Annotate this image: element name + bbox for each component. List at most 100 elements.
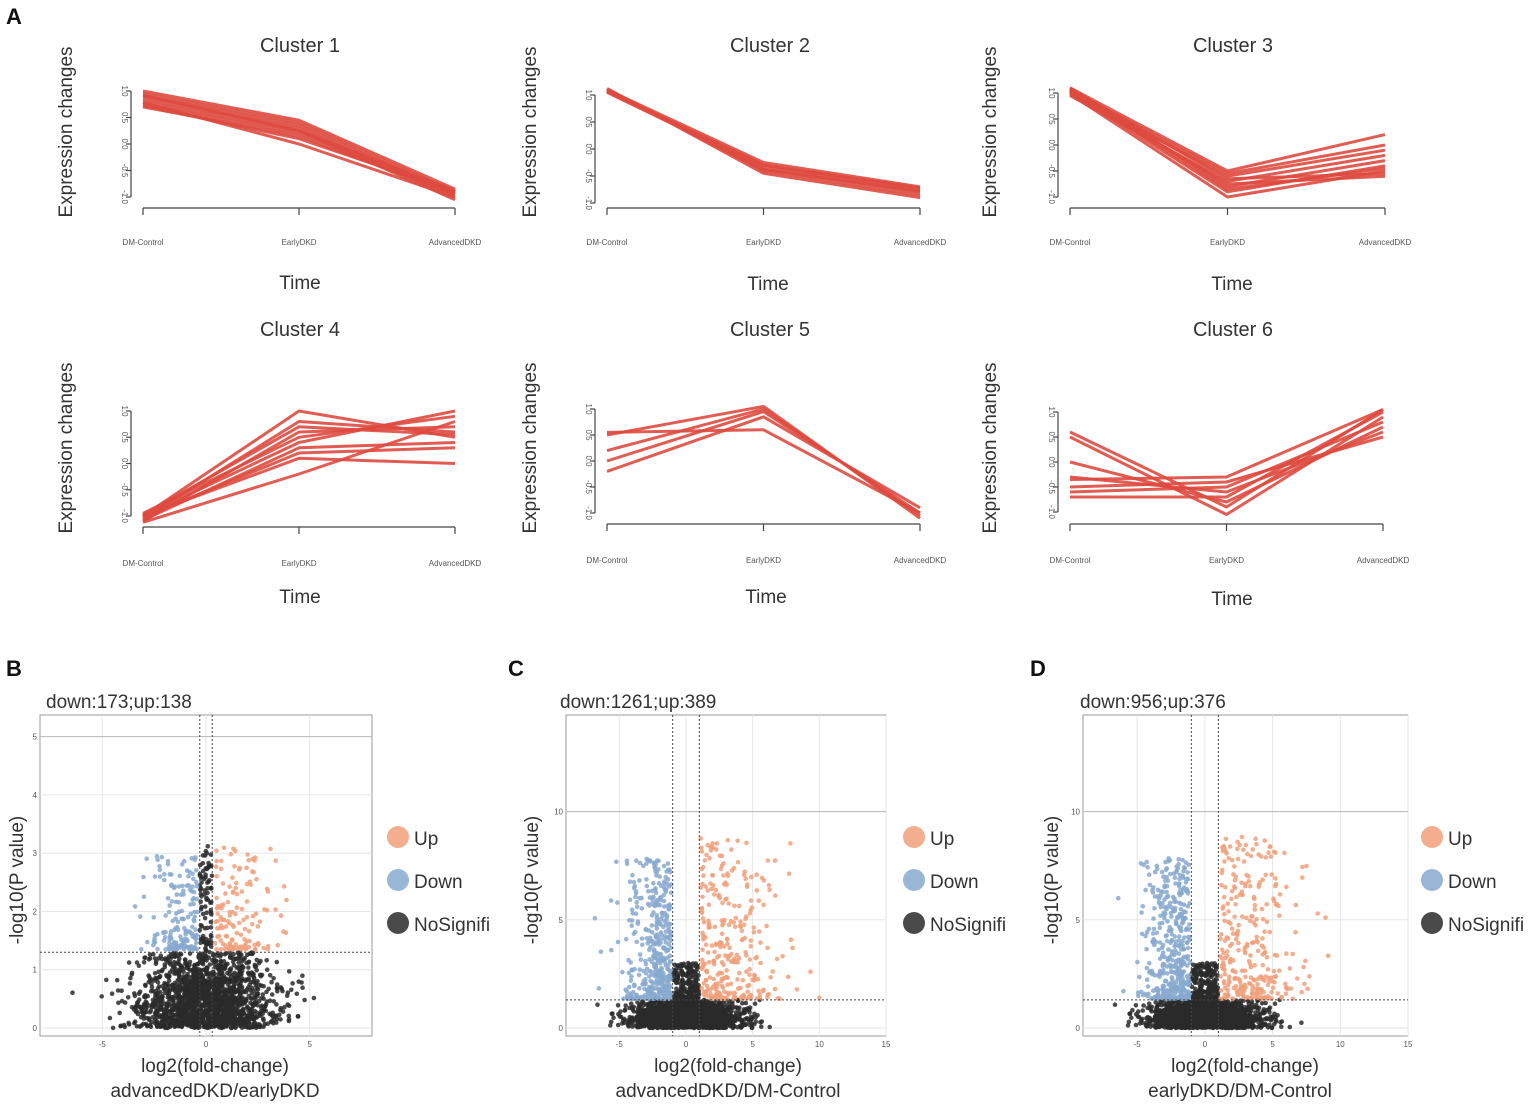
up-point <box>706 902 712 907</box>
up-point <box>709 996 714 1002</box>
up-point <box>213 864 219 869</box>
up-point <box>264 886 270 892</box>
up-point <box>250 913 256 919</box>
down-point <box>615 939 621 945</box>
down-point <box>646 938 652 944</box>
ns-point <box>165 991 170 996</box>
ns-point <box>167 970 173 975</box>
up-point <box>745 989 750 995</box>
ns-point <box>208 1017 214 1022</box>
ns-point <box>191 970 196 976</box>
y-axis-label: Expression changes <box>980 362 1001 533</box>
down-point <box>666 927 671 933</box>
down-point <box>640 942 645 948</box>
up-point <box>239 906 245 912</box>
down-point <box>186 873 191 879</box>
down-point <box>652 903 658 909</box>
up-point <box>219 858 224 864</box>
ns-point <box>150 1014 156 1020</box>
ns-point <box>703 1011 709 1017</box>
up-point <box>724 937 730 942</box>
up-point <box>753 955 758 961</box>
ns-point <box>192 1021 198 1026</box>
ns-point <box>160 1020 165 1025</box>
ns-point <box>178 964 184 970</box>
ns-point <box>653 1023 658 1029</box>
down-point <box>615 900 620 905</box>
series-line <box>1069 415 1384 516</box>
ns-point <box>711 1024 717 1030</box>
up-point <box>227 920 232 926</box>
ns-point <box>176 1008 181 1013</box>
down-point <box>639 936 645 941</box>
chart-title: Cluster 1 <box>260 35 340 57</box>
up-point <box>732 995 738 1000</box>
down-point <box>661 863 667 869</box>
up-point <box>221 845 227 851</box>
up-point <box>248 882 253 887</box>
ns-point <box>637 1017 643 1022</box>
down-point <box>667 984 672 990</box>
ns-point <box>225 961 230 967</box>
ns-point <box>684 1018 690 1023</box>
up-point <box>744 914 749 919</box>
ns-point <box>143 1009 149 1015</box>
up-point <box>255 940 261 946</box>
down-point <box>651 949 657 954</box>
ns-point <box>681 1008 687 1014</box>
series-line <box>606 415 921 510</box>
down-point <box>646 928 652 933</box>
down-point <box>644 877 649 882</box>
series-line <box>1069 86 1386 173</box>
up-point <box>720 900 725 906</box>
ns-point <box>204 850 210 856</box>
ns-point <box>199 904 204 910</box>
up-point <box>720 985 726 990</box>
up-point <box>218 947 224 952</box>
y-tick-label: -0.5 <box>1047 480 1056 494</box>
ns-point <box>180 1008 185 1014</box>
ns-point <box>218 1004 223 1010</box>
ns-point <box>142 955 148 960</box>
ns-point <box>692 1003 697 1009</box>
down-point <box>154 854 160 859</box>
y-tick-label: 0.0 <box>1047 139 1056 151</box>
ns-point <box>203 874 208 880</box>
down-point <box>657 903 662 908</box>
ns-point <box>271 976 276 981</box>
up-point <box>721 882 727 887</box>
ns-point <box>143 982 148 988</box>
y-tick-label: -1.0 <box>120 509 129 523</box>
down-point <box>651 880 656 886</box>
y-tick-label: -0.5 <box>584 169 593 183</box>
up-point <box>214 947 219 952</box>
ns-point <box>207 980 212 986</box>
ns-point <box>250 971 256 977</box>
ns-point <box>219 977 224 983</box>
ns-point <box>205 925 210 931</box>
ns-point <box>248 1007 253 1012</box>
x-tick-label: 0 <box>204 1040 209 1049</box>
down-point <box>666 904 672 910</box>
ns-point <box>171 986 177 991</box>
down-point <box>152 874 158 879</box>
series-line <box>142 425 456 517</box>
up-point <box>222 946 228 952</box>
up-point <box>261 945 267 951</box>
y-tick-label: 0.5 <box>1047 431 1056 443</box>
ns-point <box>226 1015 232 1020</box>
y-axis-label: Expression changes <box>56 46 77 217</box>
down-point <box>665 955 670 961</box>
y-tick-label: 0.5 <box>584 116 593 128</box>
up-point <box>751 930 757 935</box>
ns-point <box>295 1013 301 1019</box>
x-tick-label: 10 <box>815 1040 824 1049</box>
down-point <box>636 972 642 978</box>
ns-point <box>610 1011 615 1016</box>
down-point <box>144 856 149 861</box>
up-point <box>242 926 248 932</box>
down-point <box>664 913 670 918</box>
up-point <box>786 871 792 877</box>
down-point <box>177 873 182 879</box>
